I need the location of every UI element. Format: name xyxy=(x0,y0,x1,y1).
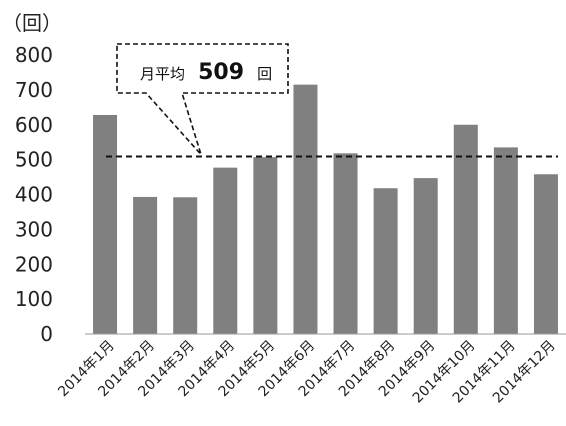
bar xyxy=(373,188,398,334)
y-tick-label: 200 xyxy=(15,252,53,276)
bar xyxy=(453,124,478,334)
average-label-prefix: 月平均 xyxy=(140,65,185,83)
bar xyxy=(213,167,238,334)
average-label-suffix: 回 xyxy=(257,65,272,83)
bar xyxy=(493,147,518,334)
x-axis-labels: 2014年1月2014年2月2014年3月2014年4月2014年5月2014年… xyxy=(55,338,559,407)
average-label-value: 509 xyxy=(198,60,244,85)
average-callout xyxy=(116,43,289,156)
y-tick-label: 100 xyxy=(15,287,53,311)
bar xyxy=(93,114,118,334)
y-tick-label: 800 xyxy=(15,43,53,67)
bar xyxy=(133,196,158,334)
y-tick-label: 0 xyxy=(40,322,53,346)
bar xyxy=(293,84,318,334)
average-callout-text: 月平均 509 回 xyxy=(140,60,272,85)
bar xyxy=(413,178,438,334)
bar xyxy=(533,174,558,334)
bar xyxy=(253,157,278,334)
bars xyxy=(93,84,558,334)
y-tick-label: 300 xyxy=(15,217,53,241)
bar xyxy=(333,153,358,334)
y-tick-label: 600 xyxy=(15,113,53,137)
y-tick-label: 400 xyxy=(15,183,53,207)
y-axis-ticks: 0 100 200 300 400 500 600 700 800 xyxy=(15,43,53,346)
bar xyxy=(173,197,198,334)
y-axis-unit-label: （回） xyxy=(2,11,62,35)
y-tick-label: 700 xyxy=(15,78,53,102)
y-tick-label: 500 xyxy=(15,148,53,172)
